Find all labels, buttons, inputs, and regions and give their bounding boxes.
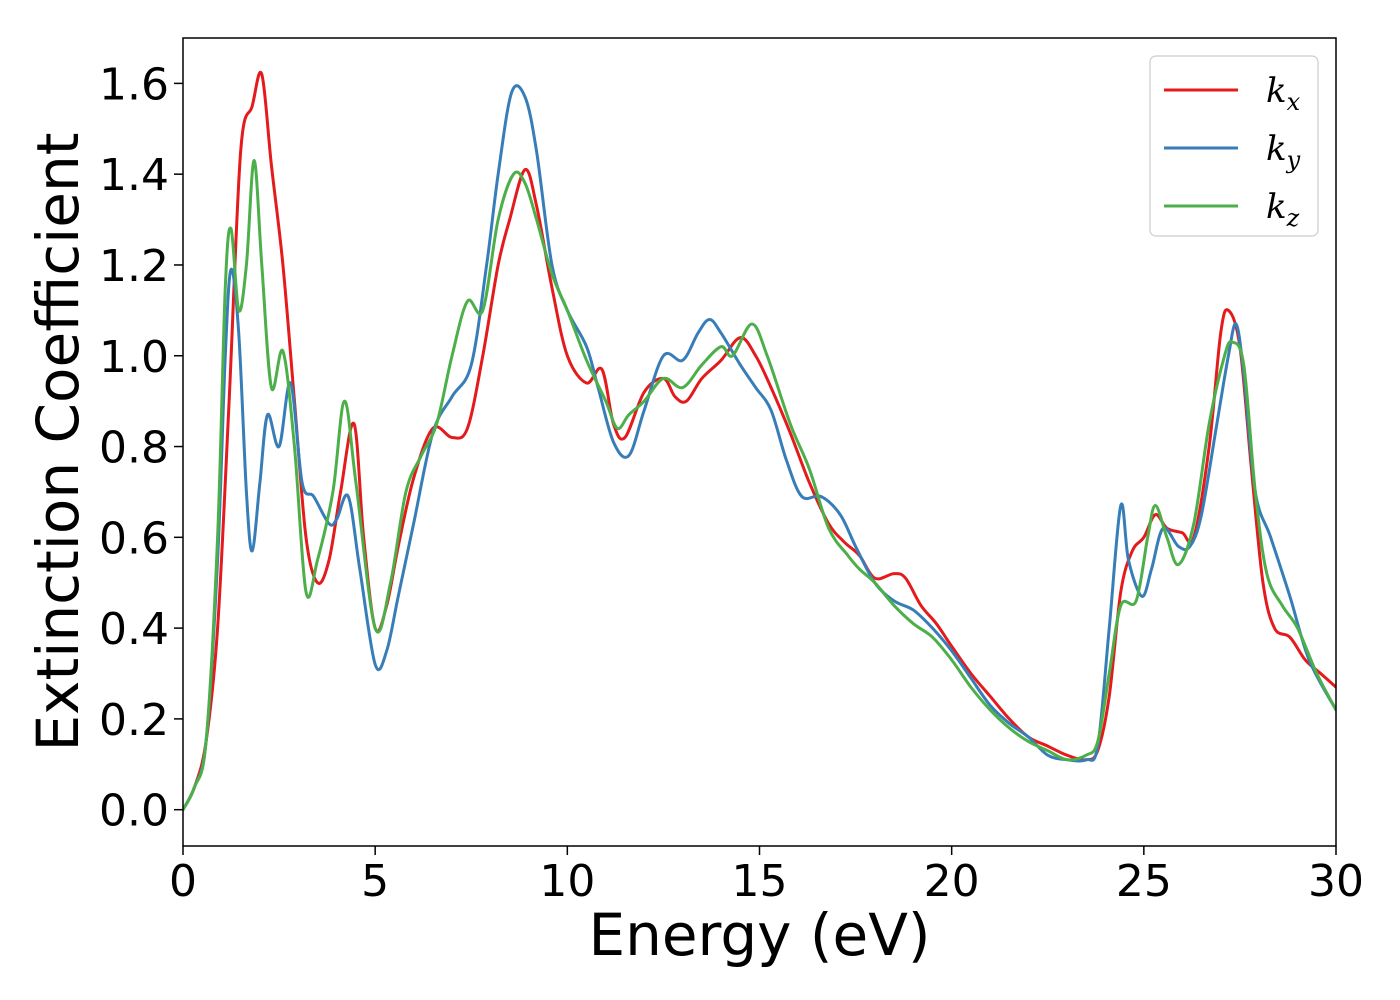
legend-label-subscript: z xyxy=(1286,204,1300,232)
y-tick-label: 0.0 xyxy=(99,786,169,837)
x-tick-label: 5 xyxy=(361,856,389,907)
series-layer xyxy=(183,70,1336,812)
x-axis: 0 5 10 15 20 25 30 xyxy=(169,846,1364,907)
y-tick-label: 1.0 xyxy=(99,332,169,383)
y-tick-label: 0.8 xyxy=(99,423,169,474)
legend-label-kz: kz xyxy=(1266,187,1300,232)
x-tick-label: 20 xyxy=(924,856,980,907)
legend-box xyxy=(1149,55,1319,237)
x-tick-label: 10 xyxy=(539,856,595,907)
legend-label-subscript: y xyxy=(1286,146,1301,174)
y-tick-label: 0.2 xyxy=(99,695,169,746)
legend-label-kx: kx xyxy=(1266,71,1301,116)
x-tick-label: 0 xyxy=(169,856,197,907)
y-axis-label: Extinction Coefficient xyxy=(24,133,92,752)
legend-label-ky: ky xyxy=(1266,129,1301,174)
series-line-kz xyxy=(183,159,1336,812)
y-tick-label: 0.4 xyxy=(99,604,169,655)
legend-label-subscript: x xyxy=(1287,88,1301,116)
legend-label-base: k xyxy=(1266,71,1287,111)
x-tick-label: 25 xyxy=(1116,856,1172,907)
x-tick-label: 30 xyxy=(1308,856,1364,907)
y-tick-label: 0.6 xyxy=(99,513,169,564)
x-axis-label: Energy (eV) xyxy=(588,901,930,969)
x-tick-label: 15 xyxy=(732,856,788,907)
legend-label-base: k xyxy=(1266,187,1287,227)
legend-label-base: k xyxy=(1266,129,1287,169)
series-line-ky xyxy=(183,84,1336,812)
y-tick-label: 1.6 xyxy=(99,59,169,110)
y-tick-label: 1.2 xyxy=(99,241,169,292)
y-tick-label: 1.4 xyxy=(99,150,169,201)
y-axis: 0.0 0.2 0.4 0.6 0.8 1.0 1.2 1.4 1.6 xyxy=(99,59,183,837)
